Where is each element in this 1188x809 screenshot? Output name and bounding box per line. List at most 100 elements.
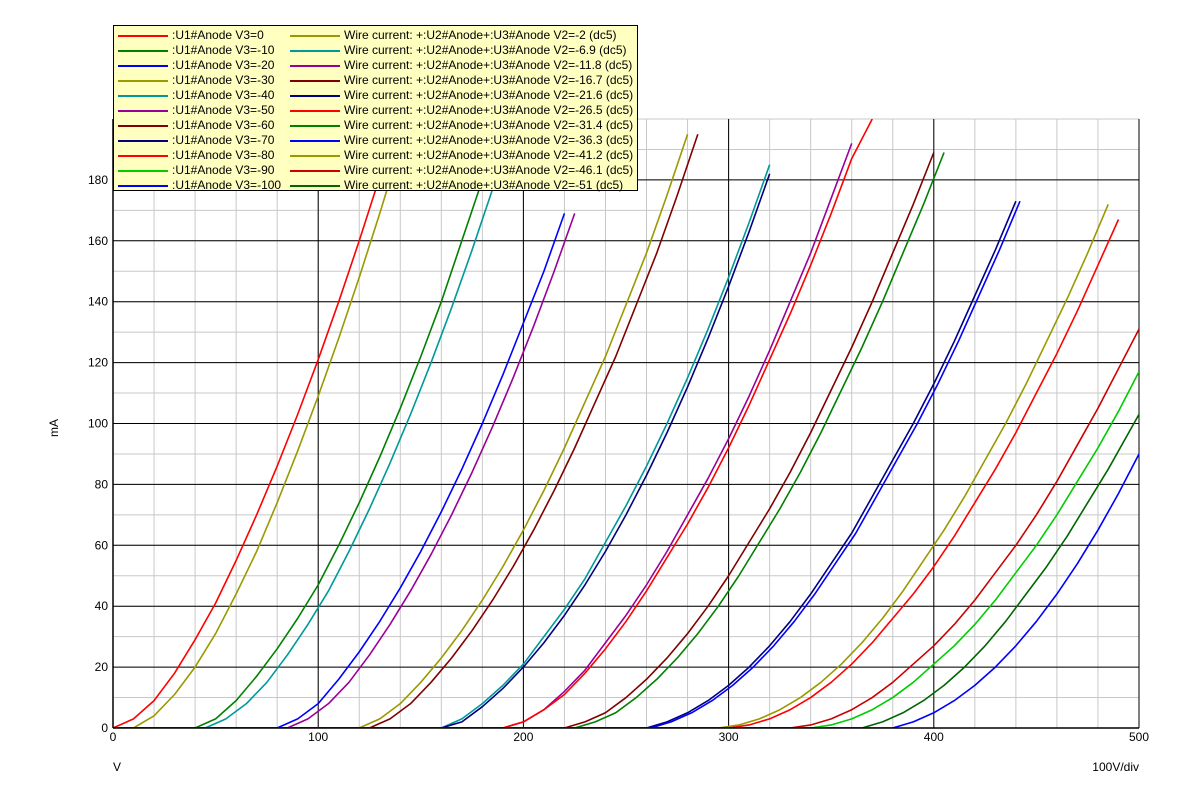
- legend-label: Wire current: +:U2#Anode+:U3#Anode V2=-2…: [344, 28, 617, 42]
- legend-swatch: [290, 154, 340, 157]
- y-tick-label: 140: [88, 295, 108, 309]
- legend-swatch: [290, 184, 340, 187]
- legend-label: :U1#Anode V3=-90: [172, 163, 275, 177]
- series-line-15: [113, 133, 699, 728]
- legend-label: Wire current: +:U2#Anode+:U3#Anode V2=-5…: [344, 178, 624, 192]
- legend-swatch: [118, 64, 168, 67]
- legend-label: Wire current: +:U2#Anode+:U3#Anode V2=-4…: [344, 163, 634, 177]
- legend-item: :U1#Anode V3=-10: [118, 43, 281, 58]
- legend-swatch: [118, 79, 168, 82]
- x-tick-label: 200: [513, 730, 533, 744]
- legend-swatch: [118, 49, 168, 52]
- x-tick-label: 0: [110, 730, 117, 744]
- tick-labels: 0 100 200 300 400 500 0 20 40 60 80 100 120 140 160 180: [88, 173, 1149, 744]
- y-axis-label: mA: [47, 419, 61, 437]
- x-scale-label: 100V/div: [1092, 760, 1139, 774]
- series-line-22: [113, 413, 1139, 728]
- legend-item: :U1#Anode V3=-30: [118, 73, 281, 88]
- series-line-12: [113, 146, 402, 728]
- y-tick-label: 40: [95, 599, 109, 613]
- axes: [112, 119, 1139, 729]
- series-line-7: [113, 152, 935, 728]
- x-tick-label: 500: [1129, 730, 1149, 744]
- legend-label: Wire current: +:U2#Anode+:U3#Anode V2=-2…: [344, 103, 634, 117]
- major-grid: [112, 119, 1140, 729]
- series-line-11: [113, 453, 1139, 728]
- legend-label: Wire current: +:U2#Anode+:U3#Anode V2=-1…: [344, 58, 633, 72]
- y-tick-label: 0: [101, 721, 108, 735]
- legend-swatch: [290, 169, 340, 172]
- legend-swatch: [290, 49, 340, 52]
- series-line-19: [113, 200, 1021, 728]
- legend-swatch: [118, 109, 168, 112]
- legend-label: :U1#Anode V3=-40: [172, 88, 275, 102]
- legend-item: :U1#Anode V3=-80: [118, 148, 281, 163]
- y-tick-label: 60: [95, 538, 109, 552]
- legend-item: Wire current: +:U2#Anode+:U3#Anode V2=-2…: [290, 103, 633, 118]
- legend-item: :U1#Anode V3=0: [118, 28, 281, 43]
- legend-column-2: Wire current: +:U2#Anode+:U3#Anode V2=-2…: [290, 28, 633, 193]
- legend-item: :U1#Anode V3=-90: [118, 163, 281, 178]
- legend-label: Wire current: +:U2#Anode+:U3#Anode V2=-2…: [344, 88, 634, 102]
- legend-swatch: [118, 139, 168, 142]
- legend-label: Wire current: +:U2#Anode+:U3#Anode V2=-6…: [344, 43, 627, 57]
- legend-label: Wire current: +:U2#Anode+:U3#Anode V2=-3…: [344, 118, 634, 132]
- y-tick-label: 100: [88, 417, 108, 431]
- legend-swatch: [290, 79, 340, 82]
- legend-swatch: [290, 94, 340, 97]
- series-line-18: [113, 152, 945, 728]
- legend-item: :U1#Anode V3=-70: [118, 133, 281, 148]
- series-layer: [113, 119, 1139, 728]
- legend-label: Wire current: +:U2#Anode+:U3#Anode V2=-3…: [344, 133, 634, 147]
- series-line-8: [113, 200, 1017, 728]
- legend-swatch: [290, 124, 340, 127]
- legend-swatch: [118, 34, 168, 37]
- legend-label: Wire current: +:U2#Anode+:U3#Anode V2=-4…: [344, 148, 634, 162]
- x-tick-label: 400: [924, 730, 944, 744]
- legend-item: Wire current: +:U2#Anode+:U3#Anode V2=-3…: [290, 118, 633, 133]
- legend-item: Wire current: +:U2#Anode+:U3#Anode V2=-1…: [290, 73, 633, 88]
- legend-item: Wire current: +:U2#Anode+:U3#Anode V2=-4…: [290, 148, 633, 163]
- series-line-2: [113, 179, 484, 728]
- y-tick-label: 180: [88, 173, 108, 187]
- legend-swatch: [118, 184, 168, 187]
- legend-item: :U1#Anode V3=-20: [118, 58, 281, 73]
- legend-label: :U1#Anode V3=0: [172, 28, 264, 42]
- series-line-13: [113, 188, 494, 728]
- series-line-1: [113, 176, 381, 728]
- series-line-20: [113, 203, 1109, 728]
- legend-swatch: [118, 124, 168, 127]
- legend-item: Wire current: +:U2#Anode+:U3#Anode V2=-1…: [290, 58, 633, 73]
- y-tick-label: 20: [95, 660, 109, 674]
- series-line-4: [113, 133, 689, 728]
- series-line-5: [113, 164, 771, 728]
- legend-label: :U1#Anode V3=-20: [172, 58, 275, 72]
- series-line-14: [113, 213, 576, 728]
- legend-swatch: [290, 139, 340, 142]
- series-line-17: [113, 119, 873, 728]
- legend-item: Wire current: +:U2#Anode+:U3#Anode V2=-5…: [290, 178, 633, 193]
- legend-label: :U1#Anode V3=-30: [172, 73, 275, 87]
- legend-item: Wire current: +:U2#Anode+:U3#Anode V2=-4…: [290, 163, 633, 178]
- series-line-16: [113, 173, 771, 728]
- legend-label: :U1#Anode V3=-80: [172, 148, 275, 162]
- legend-label: :U1#Anode V3=-60: [172, 118, 275, 132]
- legend-column-1: :U1#Anode V3=0:U1#Anode V3=-10:U1#Anode …: [118, 28, 281, 193]
- x-tick-label: 300: [719, 730, 739, 744]
- legend-item: :U1#Anode V3=-60: [118, 118, 281, 133]
- legend-item: :U1#Anode V3=-100: [118, 178, 281, 193]
- legend-swatch: [290, 109, 340, 112]
- legend-item: :U1#Anode V3=-40: [118, 88, 281, 103]
- series-line-21: [113, 328, 1139, 728]
- legend-item: Wire current: +:U2#Anode+:U3#Anode V2=-2…: [290, 88, 633, 103]
- legend-item: Wire current: +:U2#Anode+:U3#Anode V2=-3…: [290, 133, 633, 148]
- series-line-9: [113, 219, 1120, 728]
- legend-item: :U1#Anode V3=-50: [118, 103, 281, 118]
- legend-label: :U1#Anode V3=-10: [172, 43, 275, 57]
- legend-swatch: [290, 64, 340, 67]
- legend-label: :U1#Anode V3=-70: [172, 133, 275, 147]
- legend-label: :U1#Anode V3=-50: [172, 103, 275, 117]
- series-line-3: [113, 213, 566, 728]
- legend-swatch: [290, 34, 340, 37]
